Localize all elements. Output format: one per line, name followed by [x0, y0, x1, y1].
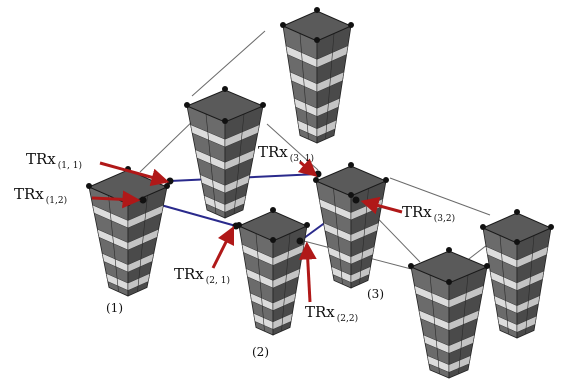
transceiver-dot	[314, 170, 322, 178]
antenna-knob	[484, 263, 490, 269]
trx-label-2-1: TRx (2, 1)	[174, 265, 230, 286]
tower-band	[516, 315, 537, 333]
tower-band	[224, 195, 247, 213]
tower-edge	[325, 33, 335, 140]
tower-band	[350, 266, 371, 283]
gray-link-3	[389, 177, 491, 216]
trx-arrow-2	[297, 158, 318, 177]
antenna-knob	[348, 162, 354, 168]
trx-label-3-2: TRx (3,2)	[402, 203, 456, 224]
tower-edge	[299, 33, 309, 140]
antenna-knob	[480, 224, 486, 230]
transceiver-dot	[139, 196, 147, 204]
tower-band	[316, 97, 341, 117]
tower-band	[224, 124, 260, 148]
gray-link-0	[191, 30, 266, 97]
tower-band	[224, 174, 251, 194]
gray-link-1	[139, 115, 199, 173]
antenna-knob	[222, 86, 228, 92]
tower-band	[448, 285, 484, 309]
tower-band	[272, 268, 301, 289]
trx-label-1-2: TRx (1,2)	[14, 185, 68, 206]
tower-band	[316, 45, 349, 68]
tower-band	[127, 273, 151, 291]
tower-1	[86, 166, 170, 297]
tower-edge	[525, 235, 535, 335]
tower-edge	[499, 235, 509, 335]
trx-label-2-2: TRx (2,2)	[305, 303, 359, 324]
antenna-knob	[408, 263, 414, 269]
trx-arrow-1	[91, 190, 141, 209]
trx-label-3-1: TRx (3, 1)	[258, 143, 314, 164]
tower-edge	[458, 274, 469, 375]
antenna-knob	[260, 102, 266, 108]
antenna-knob	[270, 237, 276, 243]
tower-edge	[233, 113, 245, 215]
tower-band	[127, 228, 159, 251]
antenna-knob	[280, 22, 286, 28]
trx-arrow-0	[99, 161, 170, 187]
antenna-knob	[86, 183, 92, 189]
tower-label-1: (1)	[106, 301, 123, 315]
antenna-knob	[270, 207, 276, 213]
tower-edge	[137, 195, 148, 292]
antenna-knob	[514, 239, 520, 245]
transceiver-dot	[232, 222, 240, 230]
tower-D	[408, 247, 490, 379]
transceiver-dot	[296, 237, 304, 245]
tower-band	[516, 270, 545, 291]
trx-arrow-5	[298, 241, 317, 303]
tower-band	[224, 149, 255, 171]
tower-band	[350, 246, 375, 265]
antenna-knob	[304, 222, 310, 228]
antenna-knob	[548, 224, 554, 230]
tower-band	[127, 252, 155, 273]
antenna-knob	[313, 177, 319, 183]
tower-layer	[86, 7, 554, 379]
antenna-knob	[383, 177, 389, 183]
tower-label-2: (2)	[252, 345, 269, 359]
tower-band	[127, 204, 164, 229]
antenna-knob	[184, 102, 190, 108]
tower-band	[316, 119, 337, 138]
tower-edge	[429, 274, 440, 375]
tower-3	[313, 162, 389, 289]
tower-edge	[205, 113, 217, 215]
tower-band	[516, 246, 549, 269]
trx-label-1-1: TRx (1, 1)	[26, 150, 82, 171]
arrow-layer	[91, 158, 403, 303]
antenna-knob	[348, 22, 354, 28]
antenna-knob	[314, 7, 320, 13]
tower-band	[272, 292, 297, 311]
tower-2	[236, 207, 310, 336]
tower-C	[480, 209, 554, 339]
transceiver-dot	[166, 177, 174, 185]
tower-edge	[108, 195, 119, 292]
tower-band	[316, 71, 345, 93]
antenna-knob	[348, 192, 354, 198]
antenna-knob	[446, 279, 452, 285]
tower-band	[516, 295, 541, 314]
trx-arrow-3	[360, 196, 403, 215]
tower-band	[448, 334, 475, 354]
tower-band	[448, 355, 471, 373]
antenna-knob	[314, 37, 320, 43]
antenna-knob	[222, 118, 228, 124]
trx-arrow-4	[211, 225, 235, 269]
tower-label-3: (3)	[367, 287, 384, 301]
tower-edge	[255, 233, 265, 332]
antenna-knob	[514, 209, 520, 215]
tower-band	[272, 312, 293, 330]
tower-edge	[333, 188, 343, 285]
tower-B	[184, 86, 266, 219]
tower-band	[350, 222, 379, 243]
transceiver-dot	[352, 196, 360, 204]
tower-A	[280, 7, 354, 144]
tower-edge	[281, 233, 291, 332]
antenna-knob	[446, 247, 452, 253]
tower-band	[448, 309, 480, 331]
